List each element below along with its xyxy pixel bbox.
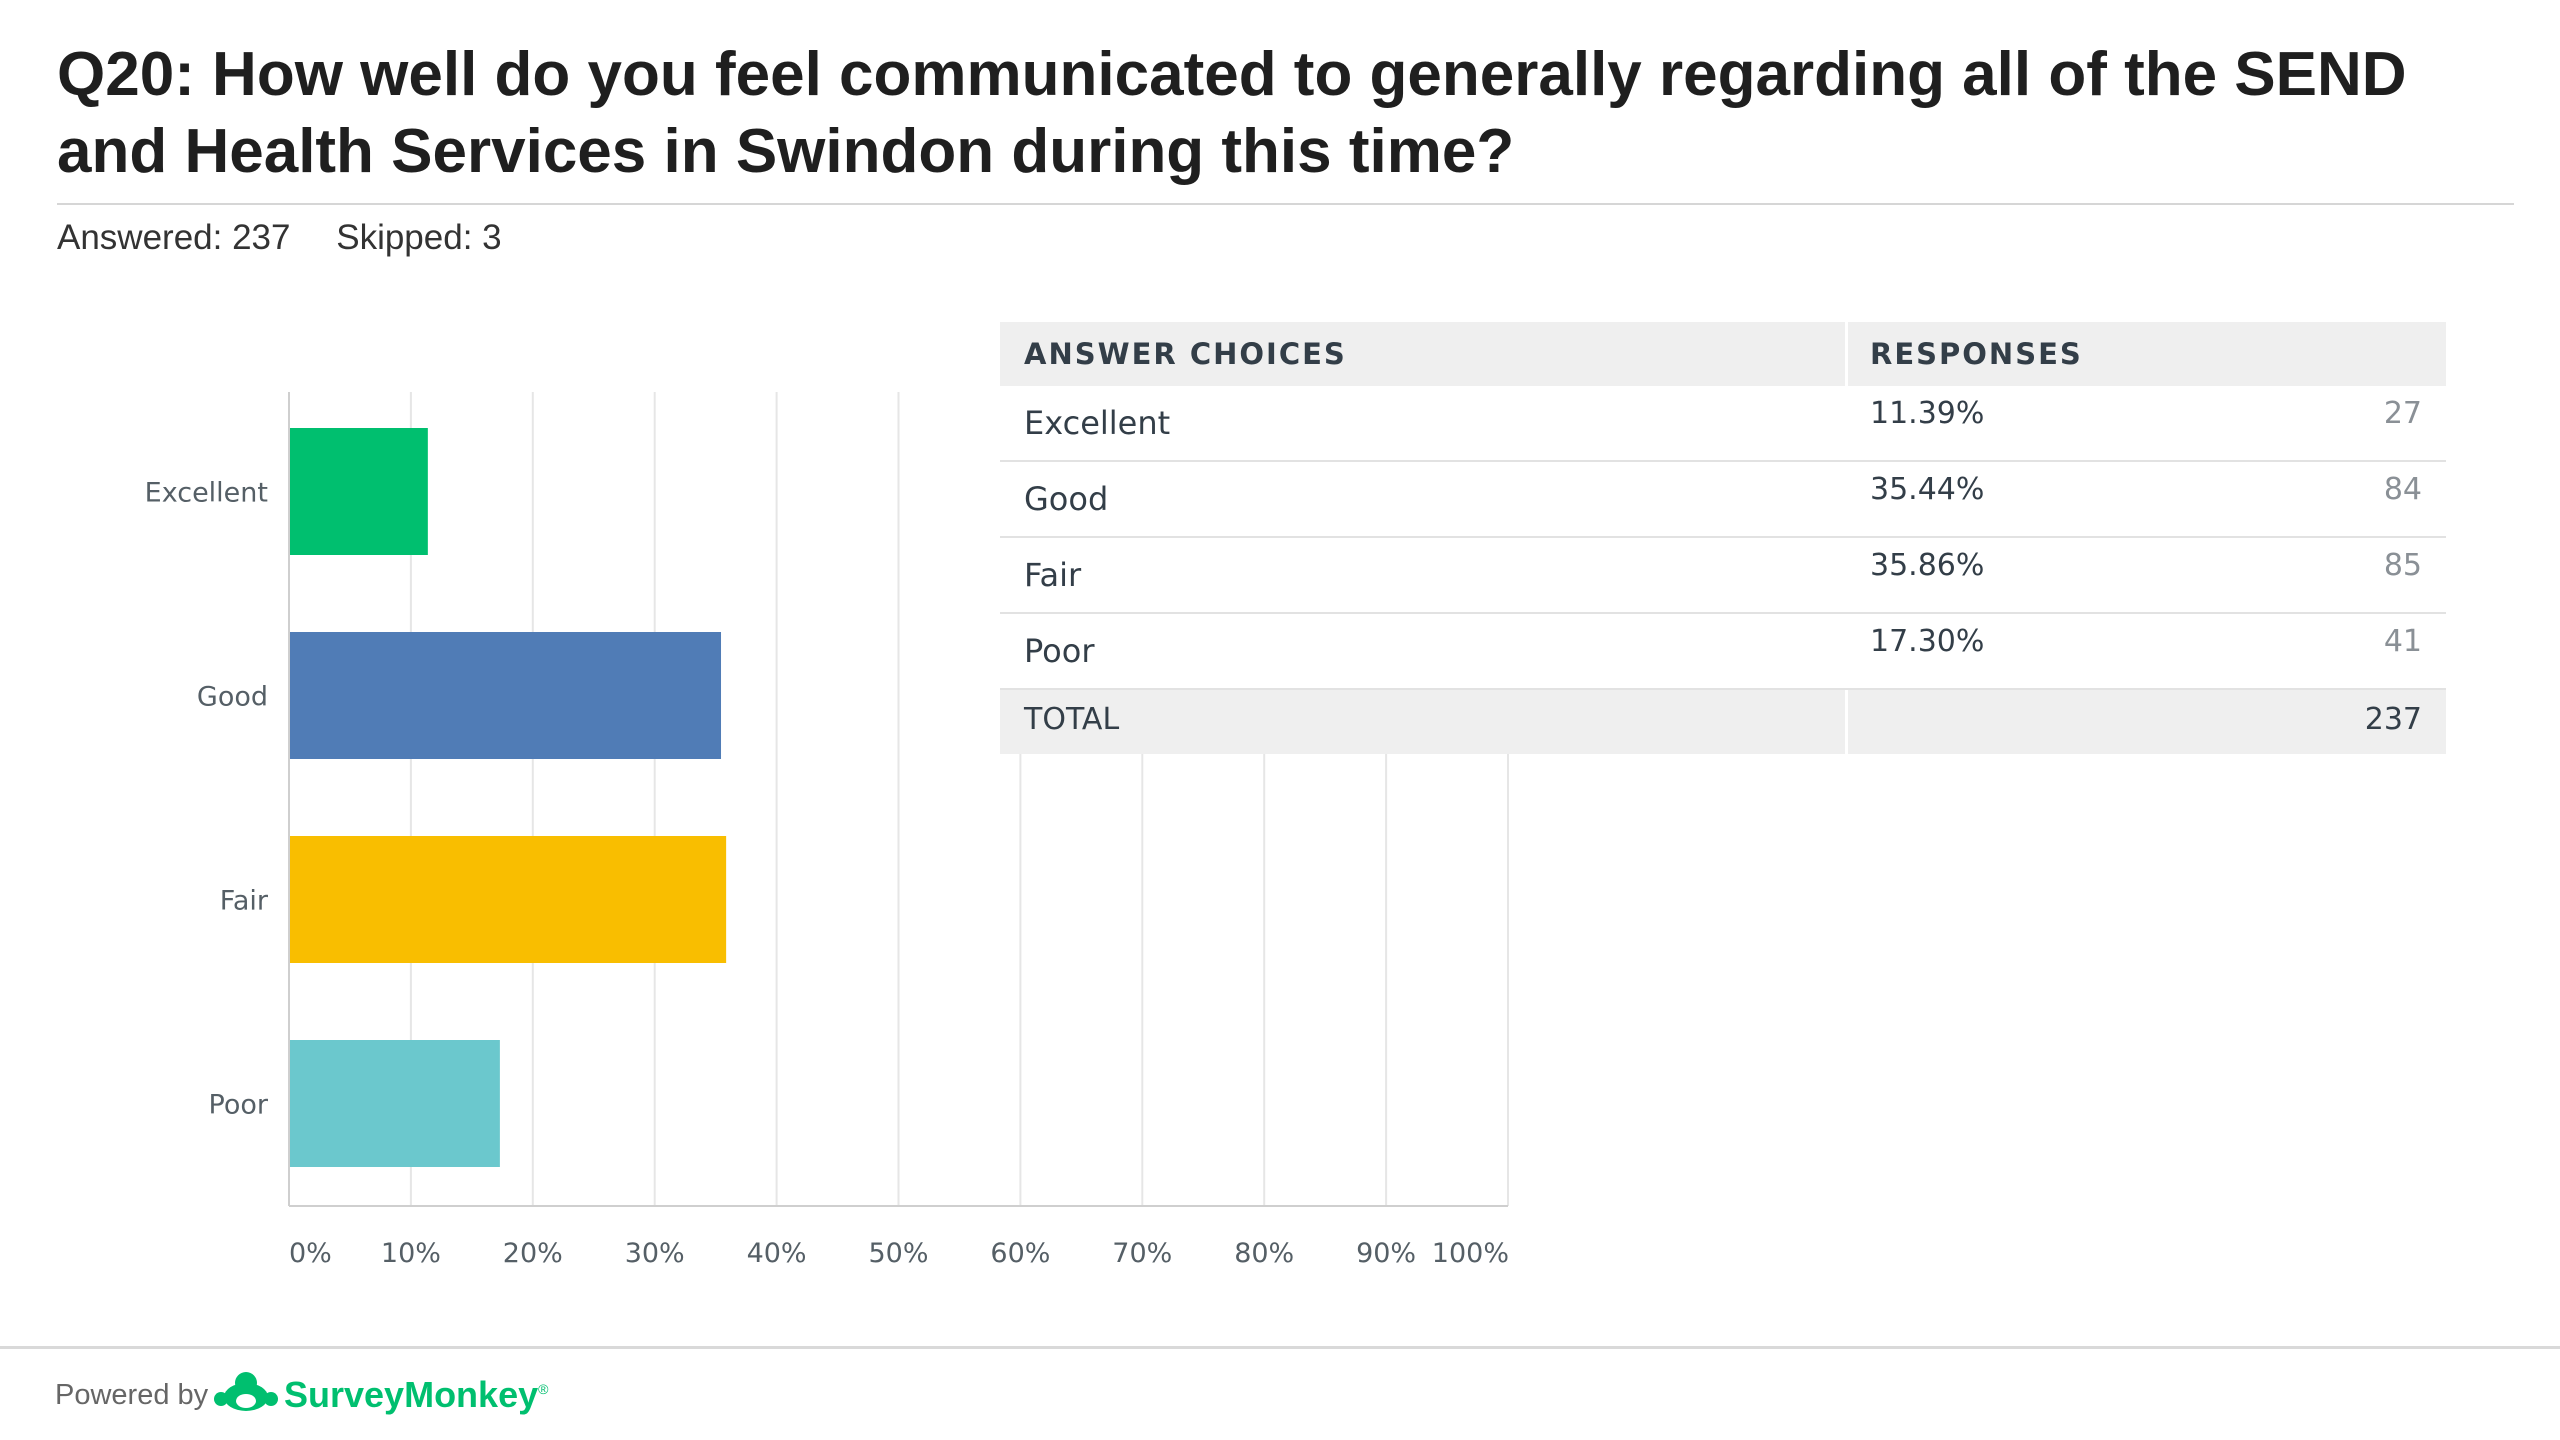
x-tick-label: 60% bbox=[990, 1238, 1050, 1269]
answered-count: Answered: 237 bbox=[57, 218, 291, 257]
category-label: Excellent bbox=[145, 478, 268, 509]
table-row: Fair 35.86% 85 bbox=[1000, 538, 2446, 614]
question-title: Q20: How well do you feel communicated t… bbox=[57, 40, 2407, 186]
powered-by-label: Powered by bbox=[55, 1379, 209, 1411]
total-label: TOTAL bbox=[1024, 702, 1120, 737]
column-separator bbox=[1845, 690, 1848, 754]
response-percent: 35.86% bbox=[1870, 548, 1985, 583]
response-percent: 35.44% bbox=[1870, 472, 1985, 507]
table-row: Good 35.44% 84 bbox=[1000, 462, 2446, 538]
choice-label: Fair bbox=[1024, 556, 1082, 594]
bar-poor bbox=[289, 1040, 500, 1167]
response-count: 84 bbox=[2383, 472, 2422, 507]
table-row: Excellent 11.39% 27 bbox=[1000, 386, 2446, 462]
bar-excellent bbox=[289, 428, 428, 555]
x-tick-label: 100% bbox=[1432, 1238, 1509, 1269]
column-separator bbox=[1845, 322, 1848, 386]
x-tick-label: 20% bbox=[503, 1238, 563, 1269]
surveymonkey-logo: SurveyMonkey® bbox=[284, 1374, 548, 1416]
response-percent: 11.39% bbox=[1870, 396, 1985, 431]
response-count: 27 bbox=[2383, 396, 2422, 431]
surveymonkey-logo-icon bbox=[214, 1372, 278, 1411]
table-row: Poor 17.30% 41 bbox=[1000, 614, 2446, 690]
header-responses: RESPONSES bbox=[1870, 337, 2083, 371]
category-label: Fair bbox=[220, 886, 269, 917]
choice-label: Good bbox=[1024, 480, 1109, 518]
brand-name: SurveyMonkey bbox=[284, 1374, 539, 1415]
category-label: Poor bbox=[209, 1090, 269, 1121]
x-tick-label: 40% bbox=[747, 1238, 807, 1269]
response-count: 85 bbox=[2383, 548, 2422, 583]
bar-good bbox=[289, 632, 722, 759]
x-tick-label: 0% bbox=[289, 1238, 332, 1269]
response-stats: Answered: 237 Skipped: 3 bbox=[57, 218, 538, 258]
x-tick-label: 30% bbox=[625, 1238, 685, 1269]
choice-label: Excellent bbox=[1024, 404, 1171, 442]
x-axis-ticks: 0% 10% 20% 30% 40% 50% 60% 70% 80% 90% 100% bbox=[289, 1238, 1509, 1269]
bar-fair bbox=[289, 836, 727, 963]
footer-divider bbox=[0, 1346, 2560, 1349]
category-label: Good bbox=[197, 682, 268, 713]
x-tick-label: 50% bbox=[868, 1238, 928, 1269]
x-tick-label: 10% bbox=[381, 1238, 441, 1269]
x-tick-label: 80% bbox=[1234, 1238, 1294, 1269]
title-divider bbox=[57, 203, 2514, 205]
x-tick-label: 70% bbox=[1112, 1238, 1172, 1269]
response-percent: 17.30% bbox=[1870, 624, 1985, 659]
x-tick-label: 90% bbox=[1356, 1238, 1416, 1269]
total-count: 237 bbox=[2364, 702, 2422, 737]
bars bbox=[289, 428, 727, 1167]
response-count: 41 bbox=[2383, 624, 2422, 659]
brand-registered-mark: ® bbox=[538, 1381, 549, 1397]
table-header: ANSWER CHOICES RESPONSES bbox=[1000, 322, 2446, 386]
header-answer-choices: ANSWER CHOICES bbox=[1024, 337, 1347, 371]
table-total-row: TOTAL 237 bbox=[1000, 690, 2446, 754]
choice-label: Poor bbox=[1024, 632, 1095, 670]
skipped-count: Skipped: 3 bbox=[336, 218, 502, 257]
category-labels: Excellent Good Fair Poor bbox=[145, 478, 269, 1121]
bar-chart: Excellent Good Fair Poor 0% 10% 20% 30% 40% 50% 6… bbox=[145, 392, 1509, 1269]
responses-table: ANSWER CHOICES RESPONSES Excellent 11.39… bbox=[1000, 322, 2446, 754]
